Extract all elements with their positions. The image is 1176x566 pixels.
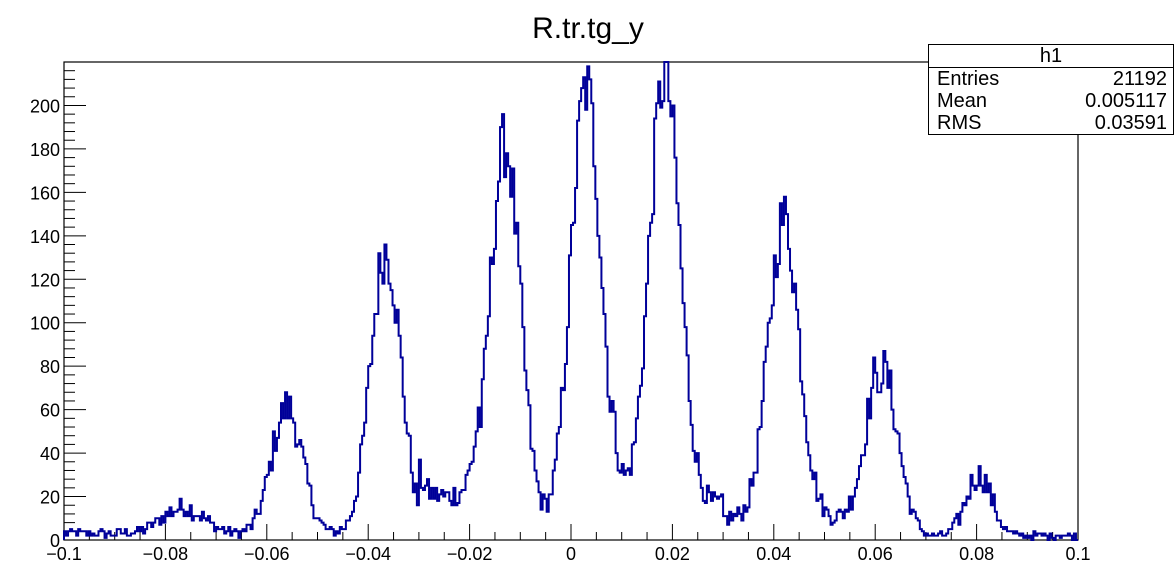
stats-label-mean: Mean: [937, 90, 988, 112]
histogram-line: [63, 61, 1078, 541]
stats-box: h1 Entries 21192 Mean 0.005117 RMS 0.035…: [928, 44, 1174, 135]
y-tick-label: 120: [30, 270, 60, 290]
x-tick-label: 0: [566, 544, 576, 564]
stats-box-name: h1: [929, 45, 1173, 68]
x-tick-label: 0.08: [959, 544, 994, 564]
x-tick-label: −0.04: [345, 544, 391, 564]
stats-row-entries: Entries 21192: [929, 68, 1173, 90]
y-tick-label: 20: [40, 488, 60, 508]
chart-title: R.tr.tg_y: [532, 12, 644, 45]
stats-value-entries: 21192: [1112, 68, 1167, 90]
y-tick-label: 0: [50, 531, 60, 551]
stats-value-rms: 0.03591: [1094, 112, 1167, 134]
stats-value-mean: 0.005117: [1085, 90, 1167, 112]
y-tick-label: 100: [30, 314, 60, 334]
y-tick-label: 80: [40, 357, 60, 377]
stats-label-entries: Entries: [937, 68, 1000, 90]
plot-frame: [63, 61, 1079, 541]
x-tick-label: 0.04: [756, 544, 791, 564]
stats-label-rms: RMS: [937, 112, 982, 134]
y-tick-label: 180: [30, 140, 60, 160]
x-tick-label: −0.1: [46, 544, 82, 564]
y-tick-label: 160: [30, 183, 60, 203]
x-tick-label: 0.06: [858, 544, 893, 564]
y-tick-label: 200: [30, 96, 60, 116]
y-tick-label: 40: [40, 444, 60, 464]
x-tick-label: −0.08: [143, 544, 189, 564]
stats-row-rms: RMS 0.03591: [929, 112, 1173, 134]
x-tick-label: 0.1: [1065, 544, 1090, 564]
y-tick-label: 140: [30, 227, 60, 247]
x-tick-label: −0.06: [244, 544, 290, 564]
y-tick-label: 60: [40, 401, 60, 421]
x-tick-label: −0.02: [447, 544, 493, 564]
x-tick-label: 0.02: [655, 544, 690, 564]
stats-row-mean: Mean 0.005117: [929, 90, 1173, 112]
